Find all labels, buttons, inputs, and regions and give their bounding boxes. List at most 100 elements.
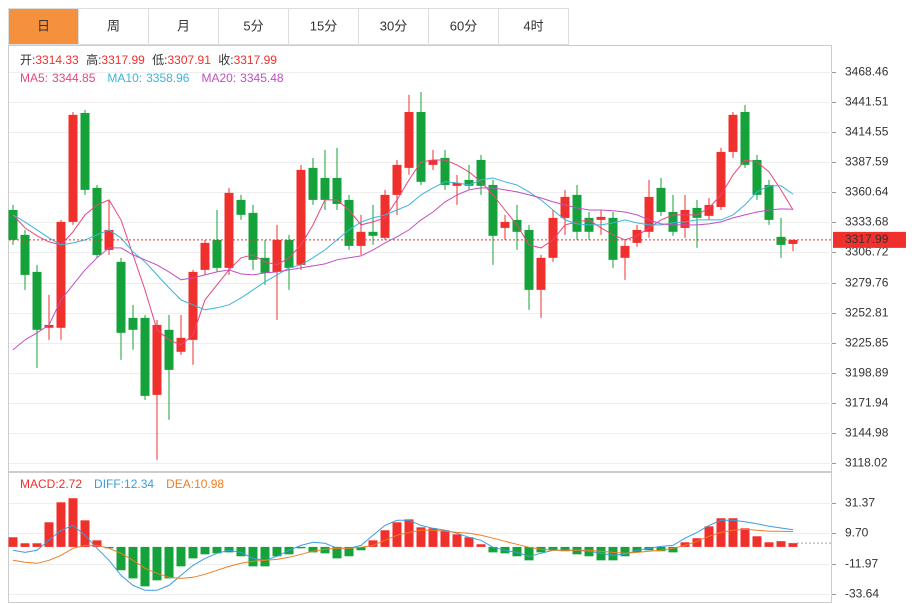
tab-label[interactable]: 月	[177, 18, 190, 33]
macd-bar	[488, 546, 498, 553]
tab[interactable]	[218, 8, 289, 45]
tab[interactable]	[358, 8, 429, 45]
open-value: 3314.33	[35, 53, 79, 67]
last-price-label: 3317.99	[845, 232, 889, 246]
tab-label[interactable]: 日	[37, 18, 50, 33]
macd-bar	[44, 522, 54, 547]
tab-label[interactable]: 60分	[450, 18, 477, 33]
ma-legend-value: 3344.85	[52, 71, 96, 85]
y-tick-label: 3144.98	[845, 426, 889, 440]
candle-body	[488, 184, 498, 236]
ma-legend-name: MA20:	[201, 71, 236, 85]
candle-body	[140, 317, 150, 396]
tab-label[interactable]: 4时	[523, 18, 543, 33]
ma-legend: MA5: 3344.85 MA10: 3358.96 MA20: 3345.48	[20, 71, 284, 85]
macd-bar	[188, 546, 198, 559]
candle-body	[416, 111, 426, 182]
macd-bar	[464, 537, 474, 547]
candle-body	[440, 157, 450, 185]
macd-legend-name: MACD:	[20, 477, 59, 491]
tab[interactable]	[498, 8, 569, 45]
macd-bar	[80, 520, 90, 547]
macd-bar	[620, 546, 630, 557]
candle-body	[248, 212, 258, 260]
y-tick-label: 3468.46	[845, 65, 889, 79]
y-tick-label: 3306.72	[845, 245, 889, 259]
low-value: 3307.91	[168, 53, 212, 67]
macd-legend-value: 10.98	[194, 477, 224, 491]
macd-bar	[164, 546, 174, 579]
y-tick-label: 3252.81	[845, 306, 889, 320]
tab-label[interactable]: 周	[107, 18, 120, 33]
macd-bar	[392, 522, 402, 547]
candle-body	[740, 111, 750, 165]
macd-bar	[212, 546, 222, 554]
macd-bar	[524, 546, 534, 561]
candle-body	[164, 329, 174, 370]
macd-bar	[680, 542, 690, 547]
candle-body	[68, 114, 78, 222]
tab-label[interactable]: 15分	[310, 18, 337, 33]
candle-body	[320, 177, 330, 200]
candle-body	[116, 261, 126, 333]
tab-label[interactable]: 30分	[380, 18, 407, 33]
candle-body	[572, 194, 582, 232]
candle-body	[524, 229, 534, 290]
candle-body	[560, 196, 570, 218]
tab-label[interactable]: 5分	[243, 18, 263, 33]
macd-bar	[224, 546, 234, 553]
macd-bar	[632, 546, 642, 553]
tab[interactable]	[8, 8, 79, 45]
candle-body	[80, 112, 90, 190]
candle-body	[44, 324, 54, 328]
y-tick-label: -11.97	[845, 557, 878, 571]
macd-bar	[656, 546, 666, 552]
candle-body	[344, 199, 354, 246]
candle-body	[272, 239, 282, 272]
y-tick-label: 31.37	[845, 496, 875, 510]
candle-body	[308, 167, 318, 200]
macd-bar	[344, 546, 354, 557]
macd-bar	[740, 528, 750, 547]
macd-bar	[560, 546, 570, 552]
candle-body	[704, 204, 714, 216]
macd-bar	[368, 540, 378, 547]
close-value: 3317.99	[234, 53, 278, 67]
candle-body	[188, 271, 198, 340]
high-value: 3317.99	[101, 53, 145, 67]
y-tick-label: 3333.68	[845, 215, 889, 229]
macd-bar	[308, 546, 318, 553]
ma-legend-name: MA10:	[107, 71, 142, 85]
candle-body	[404, 111, 414, 168]
candle-body	[548, 217, 558, 258]
candle-body	[380, 194, 390, 238]
ma-legend-value: 3345.48	[240, 71, 284, 85]
macd-bar	[32, 543, 42, 547]
macd-bar	[668, 546, 678, 553]
macd-bar	[116, 546, 126, 571]
y-tick-label: 3441.51	[845, 95, 889, 109]
macd-bar	[296, 546, 306, 549]
candle-body	[356, 231, 366, 246]
candle-body	[476, 159, 486, 186]
y-tick-label: 3171.94	[845, 396, 889, 410]
macd-bar	[176, 546, 186, 567]
candle-body	[620, 245, 630, 258]
ma-legend-name: MA5:	[20, 71, 48, 85]
candle-body	[644, 196, 654, 232]
macd-bar	[728, 518, 738, 547]
tab[interactable]	[288, 8, 359, 45]
macd-bar	[128, 546, 138, 579]
macd-bar	[764, 542, 774, 547]
macd-bar	[440, 530, 450, 547]
candle-body	[92, 187, 102, 255]
macd-legend-name: DIFF:	[94, 477, 124, 491]
candle-body	[536, 257, 546, 290]
macd-bar	[428, 528, 438, 547]
macd-bar	[512, 546, 522, 557]
candle-body	[20, 234, 30, 275]
tab[interactable]	[428, 8, 499, 45]
tab[interactable]	[148, 8, 219, 45]
candle-body	[152, 324, 162, 395]
ohlc-header: 开:3314.33 高:3317.99 低:3307.91 收:3317.99	[20, 52, 277, 67]
